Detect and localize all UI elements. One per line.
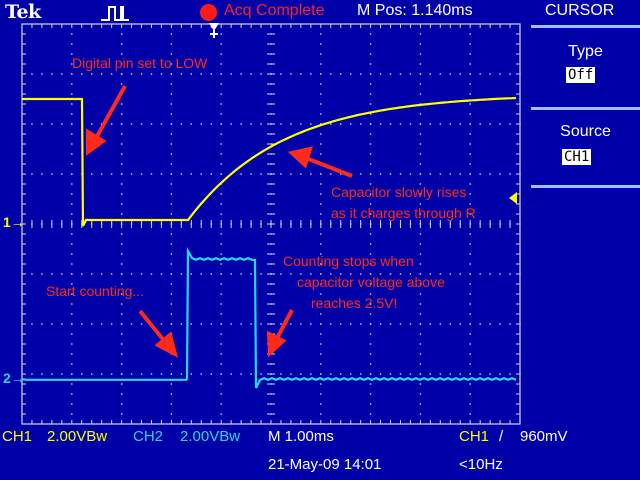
graticule	[21, 23, 521, 425]
ch1-label: CH1	[2, 428, 33, 445]
red-arrow-icon	[138, 309, 179, 358]
trigger-level-marker	[509, 192, 517, 204]
annotation-stops-2: capacitor voltage above	[297, 274, 445, 290]
menu-item-source-value: CH1	[562, 149, 592, 165]
brand-logo: Tek	[5, 1, 41, 23]
menu-title: CURSOR	[545, 2, 615, 19]
menu-separator	[531, 185, 640, 188]
ch2-scale: 2.00VBw	[180, 428, 241, 445]
annotation-start-counting: Start counting...	[46, 283, 145, 299]
trigger-slope: /	[499, 428, 504, 445]
menu-separator	[531, 107, 640, 110]
acq-status: Acq Complete	[224, 2, 325, 19]
ch1-scale: 2.00VBw	[47, 428, 108, 445]
annotation-cap-rises-1: Capacitor slowly rises	[331, 184, 467, 200]
red-arrow-icon	[266, 309, 294, 358]
date-time: 21-May-09 14:01	[268, 456, 382, 473]
annotation-pin-low: Digital pin set to LOW	[72, 55, 208, 71]
ch2-ground-marker: 2→	[3, 370, 25, 386]
ch2-label: CH2	[133, 428, 164, 445]
menu-item-source-label: Source	[560, 123, 611, 140]
ch2-waveform	[21, 246, 517, 389]
annotation-stops-3: reaches 2.5V!	[311, 295, 398, 311]
ch1-ground-marker: 1→	[3, 214, 25, 230]
menu-item-type-value: Off	[566, 67, 596, 83]
ch1-waveform	[22, 96, 517, 227]
menu-separator	[531, 25, 640, 28]
menu-item-source-button[interactable]: CH1	[562, 148, 592, 166]
red-dot-icon	[200, 4, 217, 21]
annotation-stops-1: Counting stops when	[283, 253, 414, 269]
frequency-readout: <10Hz	[459, 456, 503, 473]
red-arrow-icon	[287, 146, 353, 178]
menu-item-type-label: Type	[568, 43, 603, 60]
pulse-trigger-icon	[101, 6, 129, 21]
red-arrow-icon	[86, 85, 127, 156]
trigger-level: 960mV	[520, 428, 568, 445]
main-position: M Pos: 1.140ms	[357, 2, 473, 19]
timebase: M 1.00ms	[268, 428, 334, 445]
menu-item-type-button[interactable]: Off	[566, 66, 596, 84]
annotation-cap-rises-2: as it charges through R	[331, 205, 476, 221]
trigger-position-marker	[209, 23, 219, 31]
trigger-source: CH1	[459, 428, 490, 445]
